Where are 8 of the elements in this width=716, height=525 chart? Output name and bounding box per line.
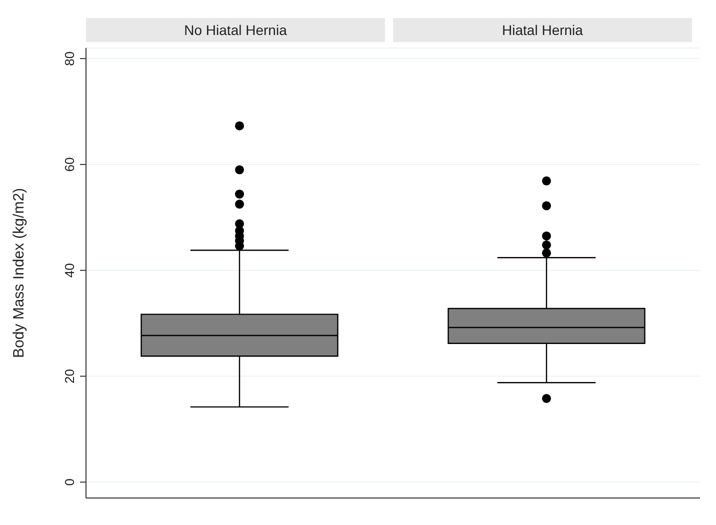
y-tick-label: 20: [62, 369, 77, 384]
y-tick-label: 60: [62, 157, 77, 172]
y-tick-label: 0: [62, 478, 77, 486]
x-tick-label: No Hiatal Hernia: [86, 18, 385, 42]
y-tick-label: 80: [62, 51, 77, 66]
x-tick-label: Hiatal Hernia: [393, 18, 692, 42]
y-tick-label: 40: [62, 263, 77, 278]
y-axis-title: Body Mass Index (kg/m2): [10, 188, 28, 358]
